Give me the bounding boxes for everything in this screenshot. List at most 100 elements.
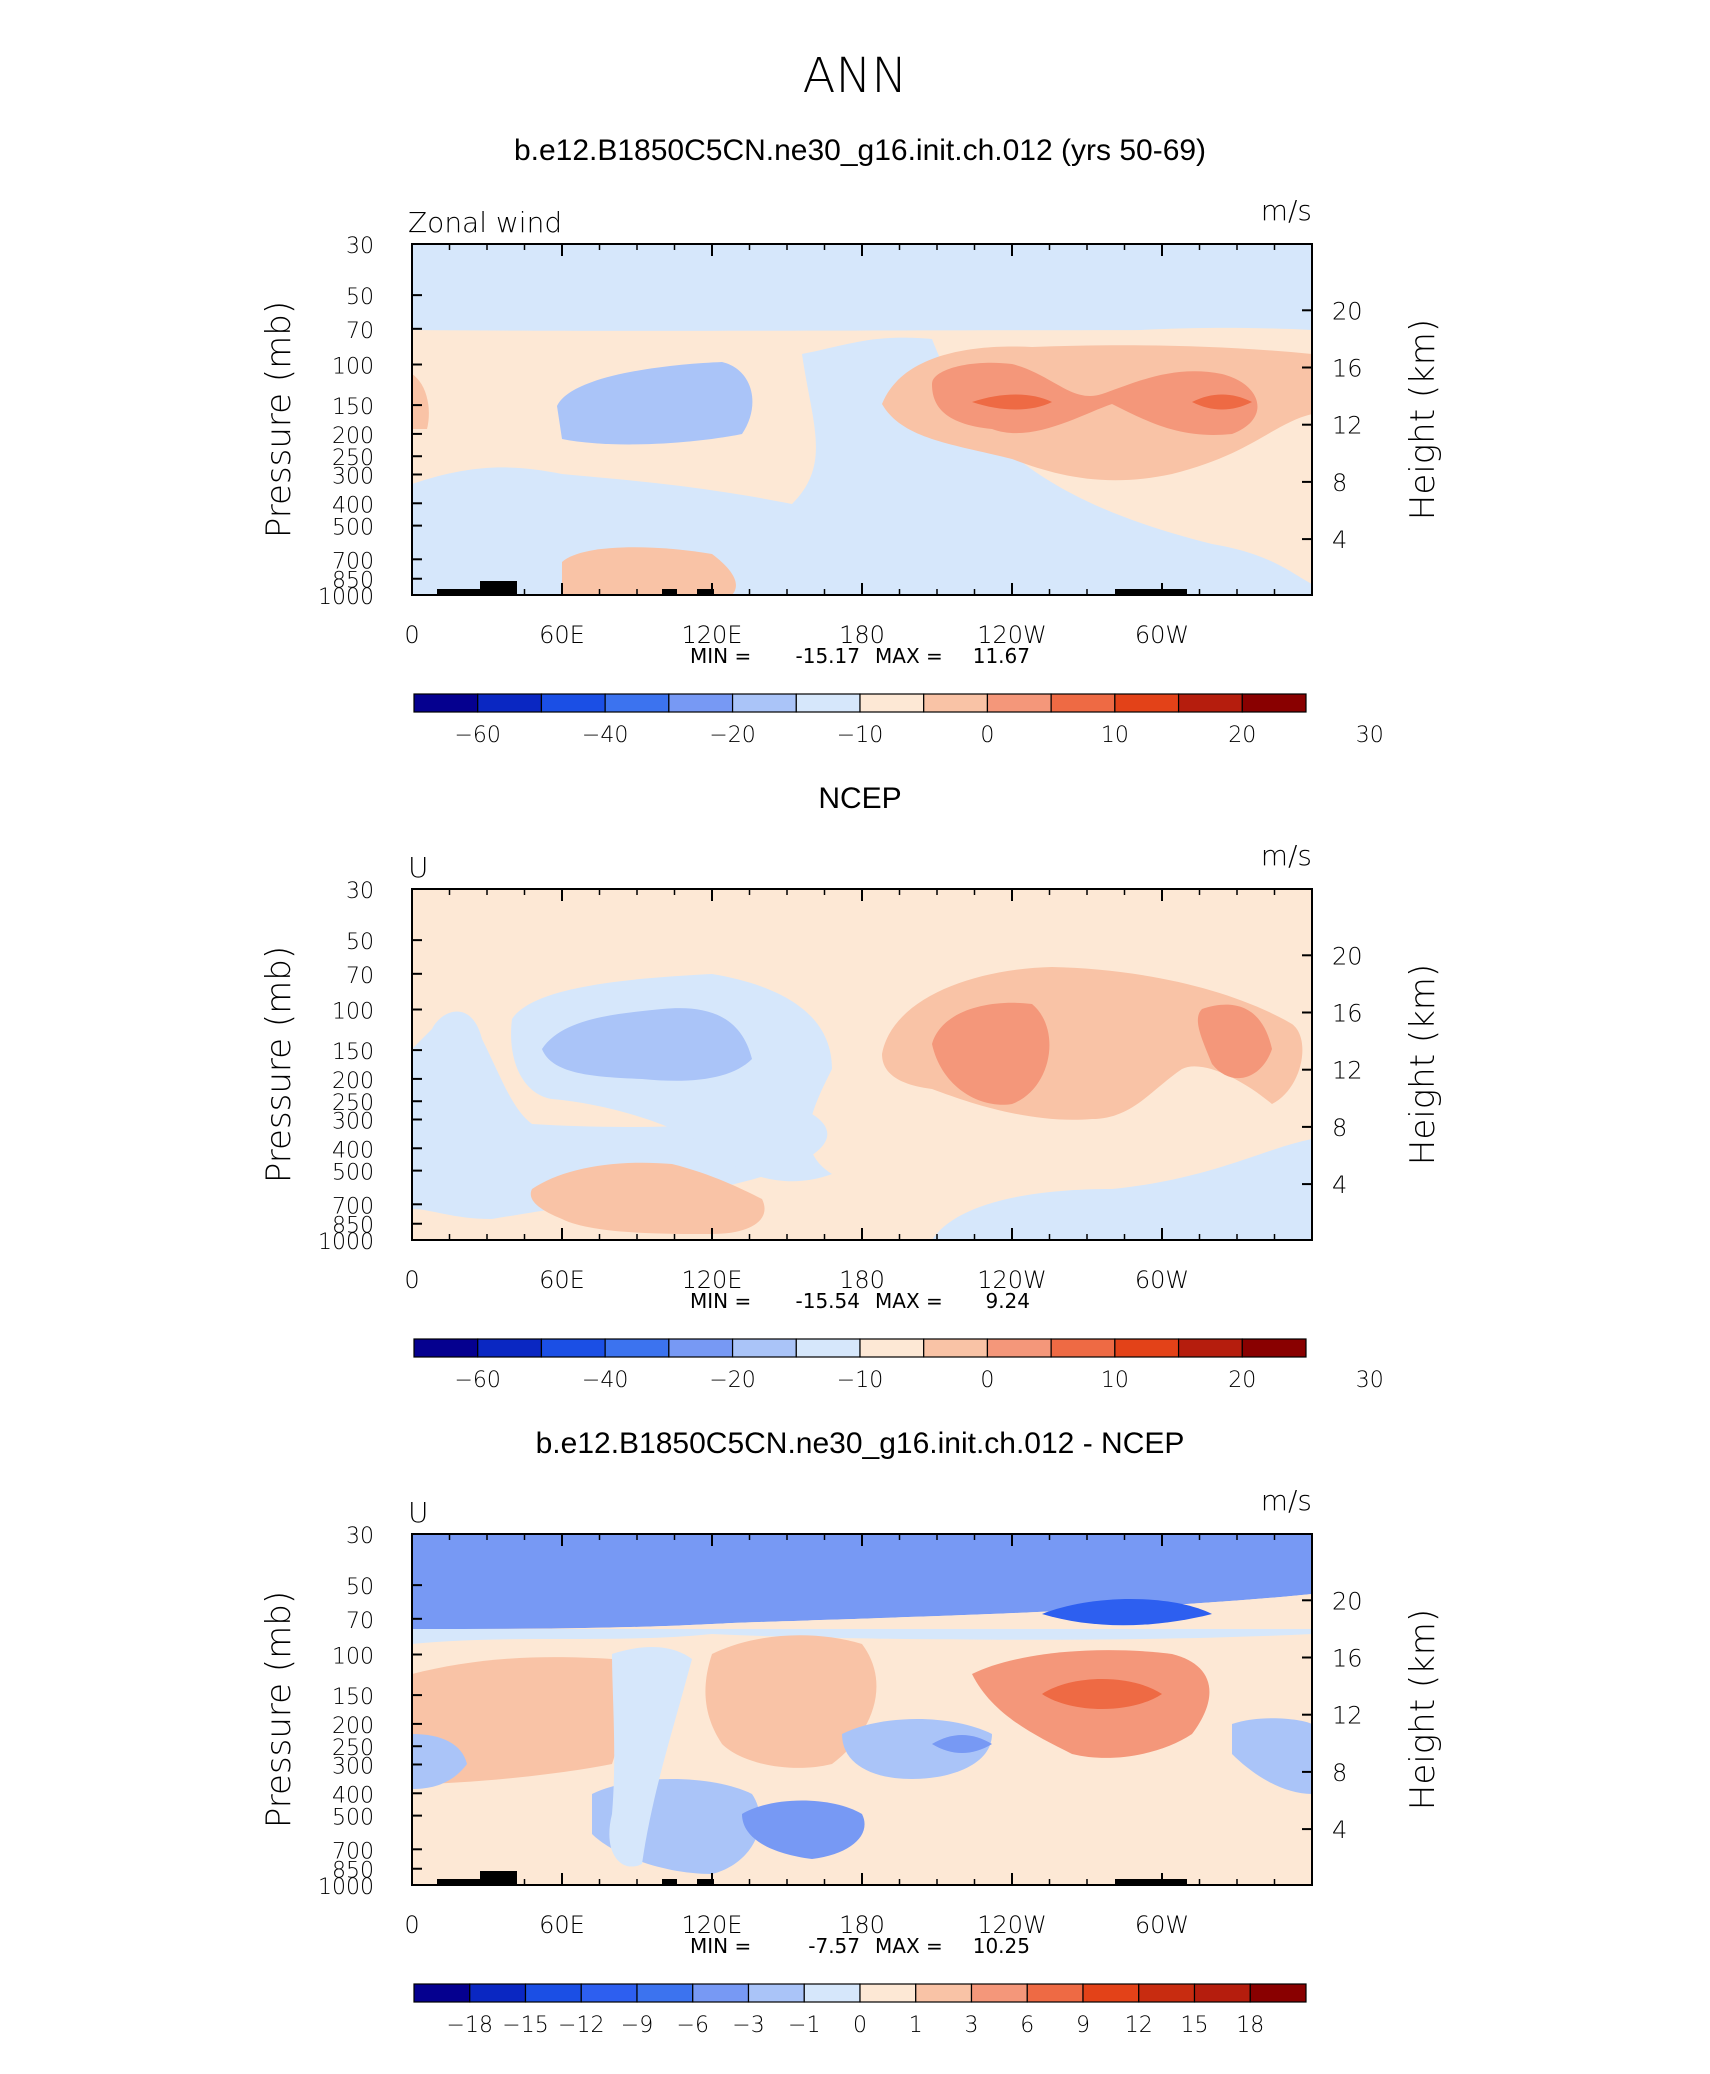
y-right-tick-label: 8: [1332, 1114, 1347, 1142]
y-tick-label: 1000: [318, 585, 374, 610]
colorbar-box: [524, 1983, 582, 2003]
contour-region-3: [1042, 1599, 1212, 1626]
colorbar-box: [469, 1983, 527, 2003]
y-tick-label: 150: [332, 1040, 374, 1065]
y-tick-label: 250: [332, 446, 374, 471]
panel-1: b.e12.B1850C5CN.ne30_g16.init.ch.012 (yr…: [259, 134, 1443, 748]
y-right-tick-label: 16: [1332, 999, 1363, 1027]
colorbar-label: −20: [709, 723, 755, 748]
y-right-tick-label: 16: [1332, 354, 1363, 382]
y-right-tick-label: 20: [1332, 297, 1363, 325]
y-right-tick-label: 12: [1332, 1057, 1363, 1085]
contour-region-4: [542, 1008, 752, 1081]
colorbar-box: [540, 693, 606, 713]
y-tick-label: 250: [332, 1091, 374, 1116]
contour-region-4: [412, 1629, 1312, 1644]
y-right-tick-label: 12: [1332, 412, 1363, 440]
x-tick-label: 180: [839, 1266, 885, 1294]
colorbar-box: [1026, 1983, 1084, 2003]
terrain-block-4: [697, 589, 714, 595]
colorbar: −60 −40 −20 −10 0 10 20 30: [413, 1338, 1384, 1393]
y-right-tick-label: 8: [1332, 469, 1347, 497]
y-axis-label: Pressure (mb): [259, 301, 299, 538]
y-tick-label: 150: [332, 1685, 374, 1710]
colorbar-label: −40: [582, 1368, 628, 1393]
colorbar-box: [580, 1983, 638, 2003]
colorbar-label: 20: [1228, 1368, 1256, 1393]
y-tick-label: 100: [332, 1645, 374, 1670]
terrain-block-1: [437, 589, 497, 595]
terrain-block-5: [1115, 589, 1187, 595]
y-right-axis-label: Height (km): [1403, 1609, 1443, 1810]
colorbar-box: [692, 1983, 750, 2003]
colorbar-label: 0: [980, 1368, 994, 1393]
colorbar-box: [859, 693, 925, 713]
x-tick-label: 180: [839, 1911, 885, 1939]
y-tick-label: 400: [332, 1138, 374, 1163]
y-right-tick-label: 20: [1332, 942, 1363, 970]
terrain-block-5: [1115, 1879, 1187, 1885]
y-tick-label: 300: [332, 464, 374, 489]
x-tick-label: 0: [404, 621, 419, 649]
figure-title: ANN: [803, 48, 908, 104]
plot-area: [412, 244, 1312, 595]
y-right-tick-label: 12: [1332, 1702, 1363, 1730]
x-tick-label: 180: [839, 621, 885, 649]
colorbar-label: 1: [909, 2013, 923, 2038]
terrain-block-4: [697, 1879, 714, 1885]
y-tick-label: 700: [332, 1194, 374, 1219]
min-value: -15.17: [796, 644, 860, 668]
colorbar-box: [604, 1338, 670, 1358]
colorbar-box: [636, 1983, 694, 2003]
terrain-block-2: [480, 1871, 517, 1885]
colorbar-label: −10: [837, 1368, 883, 1393]
x-tick-label: 60W: [1135, 1266, 1189, 1294]
colorbar-box: [1249, 1983, 1307, 2003]
colorbar-box: [1241, 1338, 1307, 1358]
colorbar-box: [1082, 1983, 1140, 2003]
colorbar-label: −6: [677, 2013, 709, 2038]
contour-region-13: [742, 1800, 865, 1859]
y-tick-label: 300: [332, 1754, 374, 1779]
colorbar-box: [795, 693, 861, 713]
colorbar-box: [668, 693, 734, 713]
units-label: m/s: [1261, 194, 1312, 227]
x-tick-label: 120E: [682, 1911, 743, 1939]
panel-title: b.e12.B1850C5CN.ne30_g16.init.ch.012 - N…: [536, 1427, 1185, 1460]
x-tick-label: 120W: [977, 1266, 1047, 1294]
colorbar-label: −15: [502, 2013, 548, 2038]
x-tick-label: 120W: [977, 621, 1047, 649]
colorbar-box: [923, 693, 989, 713]
colorbar-box: [1177, 1338, 1243, 1358]
colorbar-box: [413, 1983, 471, 2003]
contour-region-7: [972, 394, 1252, 410]
contour-region-9: [412, 374, 429, 429]
x-tick-label: 60E: [539, 1266, 585, 1294]
colorbar-box: [477, 1338, 543, 1358]
y-tick-label: 70: [346, 319, 374, 344]
y-tick-label: 70: [346, 964, 374, 989]
colorbar-box: [477, 693, 543, 713]
y-right-tick-label: 16: [1332, 1644, 1363, 1672]
y-tick-label: 50: [346, 930, 374, 955]
colorbar-box: [1138, 1983, 1196, 2003]
colorbar-label: 18: [1236, 2013, 1264, 2038]
contour-region-12: [1232, 1718, 1312, 1794]
plot-area: [412, 889, 1312, 1240]
colorbar-label: −9: [621, 2013, 653, 2038]
y-right-tick-label: 4: [1332, 526, 1347, 554]
colorbar-label: −1: [788, 2013, 820, 2038]
colorbar-label: 9: [1076, 2013, 1090, 2038]
min-label: MIN =: [690, 1934, 751, 1958]
max-value: 10.25: [973, 1934, 1030, 1958]
contour-region-6: [705, 1635, 877, 1768]
contour-region-6: [932, 362, 1258, 435]
y-tick-label: 200: [332, 424, 374, 449]
contour-region-8: [932, 1139, 1312, 1240]
y-tick-label: 1000: [318, 1230, 374, 1255]
colorbar-box: [1114, 1338, 1180, 1358]
colorbar-box: [1114, 693, 1180, 713]
y-tick-label: 300: [332, 1109, 374, 1134]
y-tick-label: 100: [332, 355, 374, 380]
